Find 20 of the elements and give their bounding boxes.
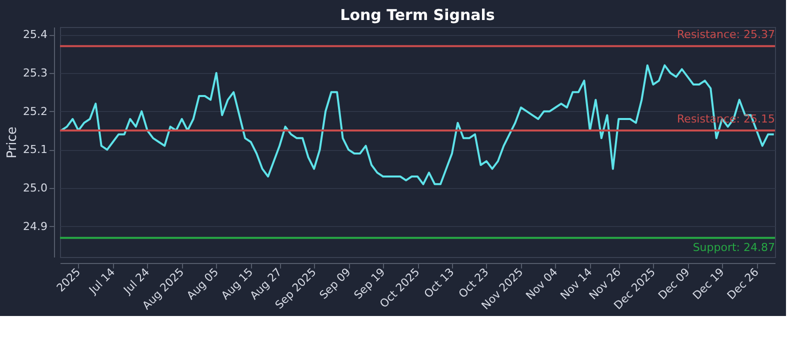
- x-tick-label: Nov 04: [523, 266, 560, 302]
- x-tick-label: Aug 05: [184, 266, 222, 302]
- y-tick-label: 25.2: [23, 104, 48, 118]
- x-tick-label: Dec 19: [690, 266, 727, 302]
- x-tick-label: Dec 09: [656, 266, 692, 302]
- x-tick-label: Jul 24: [120, 266, 152, 298]
- x-tick-label: Jul 14: [86, 266, 118, 298]
- ref-line-label: Support: 24.87: [692, 240, 775, 254]
- x-tick-label: Sep 09: [317, 266, 354, 302]
- x-tick-label: Oct 13: [422, 266, 457, 301]
- y-tick-label: 25.4: [23, 28, 48, 42]
- chart-title: Long Term Signals: [340, 6, 495, 24]
- y-tick-label: 24.9: [23, 220, 48, 233]
- y-tick-label: 25.3: [23, 66, 48, 80]
- y-tick-label: 25.0: [23, 182, 48, 194]
- ref-line-label: Resistance: 25.37: [677, 28, 775, 42]
- y-tick-label: 25.1: [23, 143, 48, 156]
- y-axis-title: Price: [5, 126, 20, 158]
- x-tick-label: Dec 26: [724, 266, 762, 302]
- line-series: [60, 64, 775, 186]
